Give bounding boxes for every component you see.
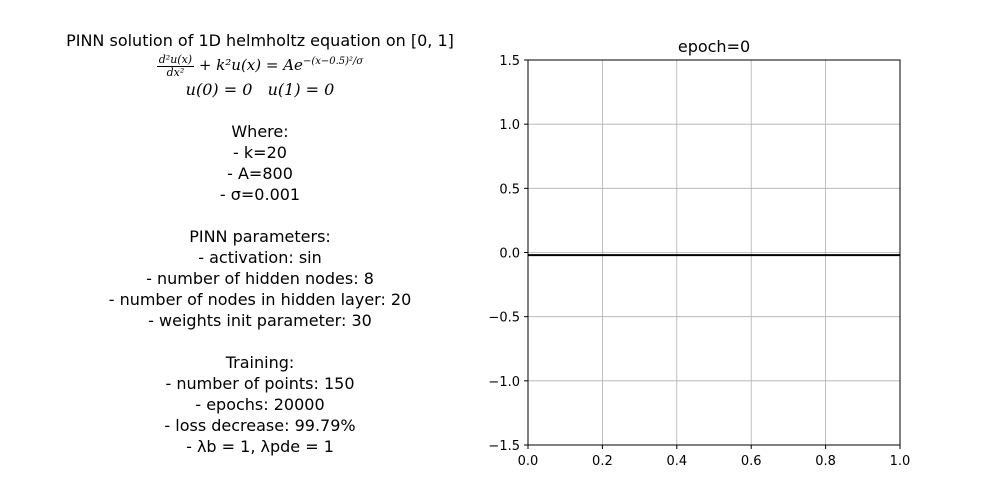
training-item: - number of points: 150: [165, 373, 355, 393]
x-tick-label: 0.6: [741, 454, 762, 469]
info-panel: PINN solution of 1D helmholtz equation o…: [40, 30, 480, 457]
where-item: - k=20: [233, 142, 287, 162]
y-tick-label: 1.0: [499, 118, 520, 133]
training-item: - λb = 1, λpde = 1: [186, 436, 334, 456]
y-tick-label: −1.5: [488, 439, 520, 454]
x-tick-label: 0.8: [815, 454, 836, 469]
params-item: - number of nodes in hidden layer: 20: [108, 289, 412, 309]
params-header: PINN parameters:: [189, 226, 331, 246]
info-title: PINN solution of 1D helmholtz equation o…: [66, 31, 454, 50]
x-tick-label: 0.2: [592, 454, 613, 469]
where-item: - A=800: [227, 163, 293, 183]
x-tick-label: 0.0: [518, 454, 539, 469]
y-tick-label: 0.0: [499, 247, 520, 262]
chart-title: epoch=0: [678, 37, 750, 56]
where-header: Where:: [231, 121, 289, 141]
boundary-conditions: u(0) = 0 u(1) = 0: [185, 79, 335, 99]
training-header: Training:: [225, 352, 295, 372]
derivative-fraction: d²u(x) dx²: [156, 52, 195, 79]
equation-exponent: −(x−0.5)²/σ: [302, 56, 364, 67]
y-tick-label: −0.5: [488, 311, 520, 326]
y-tick-label: −1.0: [488, 375, 520, 390]
x-tick-label: 0.4: [666, 454, 687, 469]
helmholtz-equation: d²u(x) dx² + k²u(x) = Ae−(x−0.5)²/σ: [40, 51, 480, 79]
x-tick-label: 1.0: [890, 454, 911, 469]
y-tick-label: 0.5: [499, 182, 520, 197]
derivative-numerator: d²u(x): [156, 52, 195, 67]
where-item: - σ=0.001: [219, 184, 301, 204]
params-item: - weights init parameter: 30: [148, 310, 372, 330]
params-item: - activation: sin: [198, 247, 322, 267]
y-tick-label: 1.5: [499, 54, 520, 69]
derivative-denominator: dx²: [166, 65, 185, 79]
params-item: - number of hidden nodes: 8: [146, 268, 374, 288]
equation-rest: + k²u(x) = Ae: [194, 56, 303, 74]
training-item: - epochs: 20000: [195, 394, 325, 414]
training-item: - loss decrease: 99.79%: [164, 415, 356, 435]
